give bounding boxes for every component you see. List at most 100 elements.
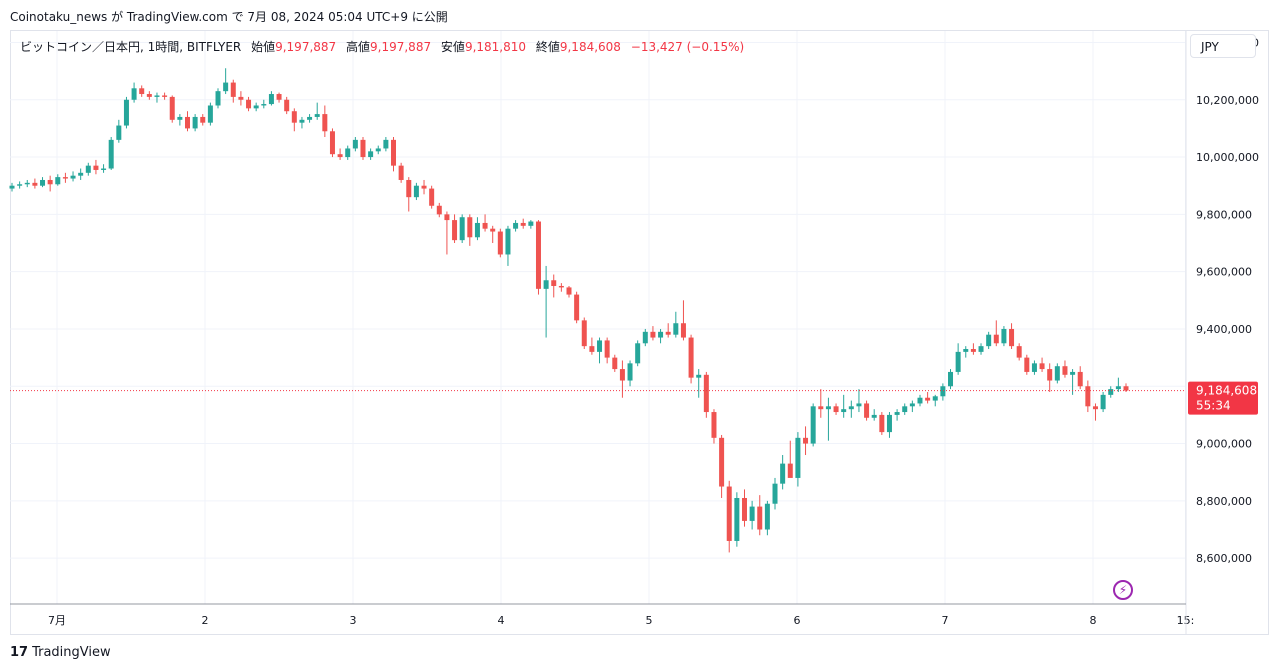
currency-button[interactable]: JPY: [1190, 34, 1256, 58]
candle-up: [772, 483, 778, 504]
chart-frame: [10, 30, 1269, 635]
candle-down: [467, 217, 473, 238]
candle-down: [688, 337, 694, 378]
candle-up: [383, 139, 389, 149]
tradingview-logo[interactable]: 17 TradingView: [10, 645, 111, 660]
candle-up: [345, 148, 351, 158]
x-tick-label: 6: [794, 614, 801, 627]
candle-up: [528, 221, 534, 226]
candle-down: [1047, 369, 1053, 381]
x-tick-label: 2: [202, 614, 209, 627]
ohlc-legend: ビットコイン／日本円, 1時間, BITFLYER 始値9,197,887 高値…: [20, 38, 744, 55]
candle-down: [276, 94, 282, 100]
candle-down: [818, 406, 824, 410]
candle-down: [665, 331, 671, 335]
candle-down: [1123, 386, 1129, 391]
candle-down: [864, 403, 870, 418]
candle-up: [673, 323, 679, 335]
candle-down: [322, 114, 328, 132]
candle-down: [650, 331, 656, 338]
candle-layer: [9, 68, 1129, 553]
candle-up: [986, 334, 992, 347]
candle-up: [932, 396, 938, 401]
y-tick-label: 9,400,000: [1196, 323, 1252, 336]
candle-up: [825, 406, 831, 410]
candle-down: [436, 205, 442, 215]
candle-down: [558, 285, 564, 288]
candle-up: [810, 406, 816, 444]
candle-up: [268, 94, 274, 105]
candle-up: [108, 139, 114, 169]
candle-down: [757, 506, 763, 530]
countdown-label: 55:34: [1196, 399, 1231, 413]
tradingview-wordmark: TradingView: [32, 645, 111, 660]
y-tick-label: 9,000,000: [1196, 438, 1252, 451]
candle-down: [680, 323, 686, 338]
legend-high-label: 高値: [346, 40, 371, 54]
candle-down: [444, 214, 450, 221]
legend-close-label: 終値: [535, 40, 560, 54]
candle-down: [184, 116, 190, 129]
legend-high-value: 9,197,887: [370, 40, 432, 54]
candle-down: [162, 95, 168, 97]
candle-down: [429, 188, 435, 206]
candle-up: [78, 172, 84, 176]
candle-up: [1001, 328, 1007, 344]
candle-down: [1062, 366, 1068, 375]
candle-down: [741, 497, 747, 521]
axis-layer: 8,600,0008,800,0009,000,0009,200,0009,40…: [10, 31, 1259, 634]
tradingview-mark-icon: 17: [10, 645, 29, 660]
candle-down: [803, 437, 809, 444]
candle-down: [398, 165, 404, 180]
candle-up: [505, 228, 511, 255]
candle-down: [1009, 328, 1015, 347]
candle-down: [93, 165, 99, 170]
candle-down: [879, 414, 885, 433]
candle-up: [856, 403, 862, 407]
candle-up: [192, 116, 198, 129]
candle-up: [1070, 371, 1076, 375]
candle-up: [17, 184, 23, 186]
candle-up: [40, 179, 46, 186]
last-price-label: 9,184,608: [1196, 384, 1257, 398]
candle-down: [406, 179, 412, 198]
candle-up: [375, 148, 381, 152]
candle-up: [955, 351, 961, 372]
candle-down: [238, 96, 244, 100]
candle-up: [658, 331, 664, 338]
candle-up: [70, 175, 76, 179]
y-tick-label: 10,000,000: [1196, 151, 1259, 164]
candle-up: [123, 99, 129, 126]
candle-down: [711, 412, 717, 438]
candle-up: [909, 403, 915, 407]
candle-up: [55, 177, 61, 185]
candle-up: [459, 217, 465, 241]
candle-down: [360, 139, 366, 158]
legend-close-value: 9,184,608: [559, 40, 621, 54]
lightning-icon[interactable]: ⚡: [1113, 580, 1133, 600]
legend-open-label: 始値: [251, 40, 276, 54]
candle-up: [627, 363, 633, 381]
candle-up: [963, 349, 969, 352]
candle-up: [543, 280, 549, 289]
candle-down: [291, 111, 297, 123]
candle-up: [207, 105, 213, 123]
publish-line: Coinotaku_news が TradingView.com で 7月 08…: [10, 10, 448, 24]
candle-up: [1108, 389, 1114, 395]
candle-down: [490, 228, 496, 232]
candle-up: [696, 374, 702, 378]
legend-low-value: 9,181,810: [464, 40, 527, 54]
candle-up: [841, 409, 847, 413]
candle-down: [230, 82, 236, 97]
candle-up: [352, 139, 358, 149]
candle-up: [413, 185, 419, 198]
candle-down: [535, 221, 541, 289]
candle-up: [871, 414, 877, 418]
legend-low-label: 安値: [440, 40, 465, 54]
y-tick-label: 8,600,000: [1196, 552, 1252, 565]
candle-down: [925, 397, 931, 401]
y-tick-label: 10,200,000: [1196, 94, 1259, 107]
candle-down: [787, 463, 793, 478]
legend-open-value: 9,197,887: [275, 40, 337, 54]
